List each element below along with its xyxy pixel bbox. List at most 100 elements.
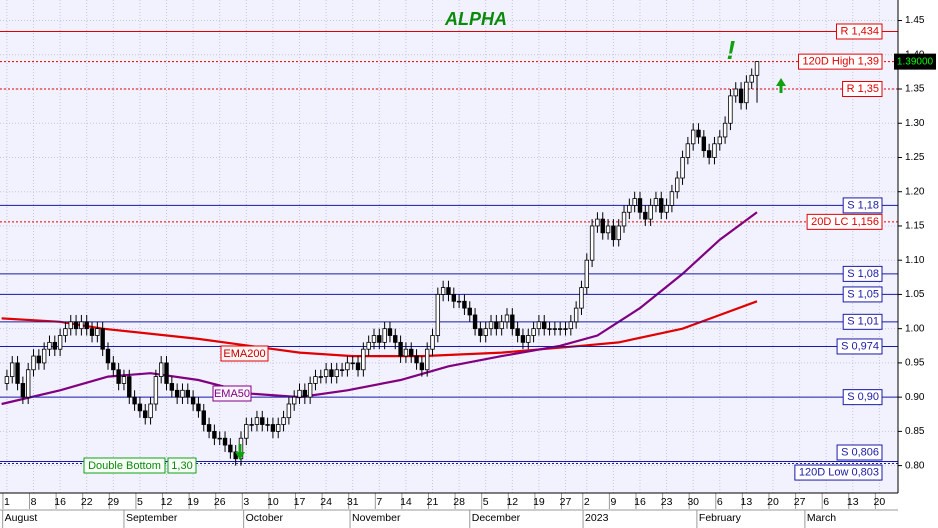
candle-body bbox=[515, 328, 520, 336]
candle-body bbox=[648, 205, 653, 220]
candle-body bbox=[121, 376, 127, 384]
x-tick-label: 16 bbox=[54, 496, 66, 508]
candle-body bbox=[127, 376, 132, 398]
month-label: March bbox=[807, 512, 836, 524]
candle-body bbox=[244, 424, 249, 439]
candle-body bbox=[79, 321, 84, 330]
x-tick-label: 5 bbox=[483, 496, 489, 508]
candle-body bbox=[728, 95, 733, 124]
candle-body bbox=[605, 225, 611, 234]
candle-body bbox=[196, 403, 201, 412]
candle-body bbox=[456, 300, 462, 303]
candle-body bbox=[313, 376, 318, 384]
candle-body bbox=[595, 218, 600, 227]
candle-body bbox=[637, 198, 643, 213]
price-tag-label: 1.39000 bbox=[897, 56, 934, 67]
price-tag bbox=[894, 53, 936, 70]
candle-body bbox=[504, 314, 510, 323]
candle-body bbox=[100, 328, 105, 350]
level-label-box bbox=[806, 213, 883, 230]
candle-body bbox=[557, 328, 563, 330]
candle-body bbox=[281, 417, 286, 425]
x-tick-label: 27 bbox=[560, 496, 572, 508]
x-tick-label: 8 bbox=[31, 496, 37, 508]
candle-body bbox=[345, 362, 350, 371]
x-tick-label: 12 bbox=[506, 496, 518, 508]
y-tick-label: 1.35 bbox=[905, 84, 925, 95]
level-label-box bbox=[842, 81, 883, 98]
x-tick-label: 9 bbox=[610, 496, 616, 508]
level-label: S 1,08 bbox=[847, 268, 879, 280]
candle-body bbox=[387, 328, 393, 336]
annotation-box bbox=[167, 457, 197, 474]
candle-body bbox=[174, 389, 180, 398]
candle-body bbox=[738, 88, 744, 104]
candle-body bbox=[722, 122, 728, 138]
candle-body bbox=[222, 437, 228, 446]
candle-body bbox=[690, 129, 696, 145]
candle-body bbox=[143, 410, 148, 419]
candle-body bbox=[329, 369, 334, 377]
level-label-box bbox=[842, 286, 883, 303]
x-tick-label: 10 bbox=[267, 496, 279, 508]
candle-body bbox=[190, 396, 196, 405]
candle-body bbox=[291, 396, 297, 405]
candle-body bbox=[286, 403, 292, 419]
candle-body bbox=[446, 287, 451, 295]
y-tick-label: 1.30 bbox=[905, 118, 925, 129]
candle-body bbox=[467, 307, 472, 316]
y-tick-label: 1.10 bbox=[905, 255, 925, 266]
candle-body bbox=[680, 157, 685, 179]
x-tick-label: 26 bbox=[214, 496, 226, 508]
overlay-label: EMA50 bbox=[214, 388, 250, 400]
level-label: S 0,806 bbox=[841, 446, 879, 458]
candle-body bbox=[621, 211, 627, 227]
candle-body bbox=[169, 383, 175, 391]
candle-body bbox=[526, 335, 531, 343]
candle-body bbox=[95, 328, 100, 336]
candle-body bbox=[398, 341, 403, 357]
candle-body bbox=[185, 389, 190, 398]
x-tick-label: 27 bbox=[794, 496, 806, 508]
candle-body bbox=[675, 177, 680, 193]
level-label: S 1,01 bbox=[847, 316, 879, 328]
candle-body bbox=[254, 417, 260, 425]
candle-body bbox=[180, 389, 185, 398]
candle-body bbox=[552, 328, 558, 330]
y-tick-label: 0.90 bbox=[905, 392, 925, 403]
candle-body bbox=[276, 424, 281, 432]
candle-body bbox=[212, 430, 217, 439]
chart-title: ALPHA bbox=[444, 9, 507, 29]
candle-body bbox=[153, 376, 159, 405]
candle-body bbox=[669, 191, 675, 206]
candle-body bbox=[297, 389, 302, 398]
candle-body bbox=[584, 259, 589, 288]
x-tick-label: 24 bbox=[320, 496, 332, 508]
level-label-box bbox=[836, 338, 883, 355]
x-tick-label: 19 bbox=[533, 496, 545, 508]
candle-body bbox=[462, 300, 467, 309]
candle-body bbox=[217, 437, 222, 440]
candle-body bbox=[435, 294, 441, 336]
candle-body bbox=[339, 369, 345, 371]
candle-body bbox=[536, 321, 542, 330]
y-tick-label: 1.00 bbox=[905, 323, 925, 334]
level-label-box bbox=[842, 313, 883, 330]
annotation-box bbox=[212, 385, 252, 402]
candle-body bbox=[547, 328, 552, 330]
exclamation: ! bbox=[727, 35, 736, 65]
level-label-box bbox=[842, 389, 883, 406]
candle-body bbox=[664, 205, 669, 213]
candle-body bbox=[4, 376, 10, 384]
annotation: Double Bottom bbox=[88, 460, 161, 472]
candle-body bbox=[414, 355, 419, 364]
candle-body bbox=[643, 211, 648, 220]
candle-body bbox=[164, 362, 169, 384]
x-tick-label: 29 bbox=[107, 496, 119, 508]
level-label: R 1,35 bbox=[847, 83, 879, 95]
candle-body bbox=[696, 129, 701, 138]
candle-body bbox=[20, 383, 26, 398]
candle-body bbox=[451, 294, 456, 302]
y-tick-label: 1.20 bbox=[905, 186, 925, 197]
